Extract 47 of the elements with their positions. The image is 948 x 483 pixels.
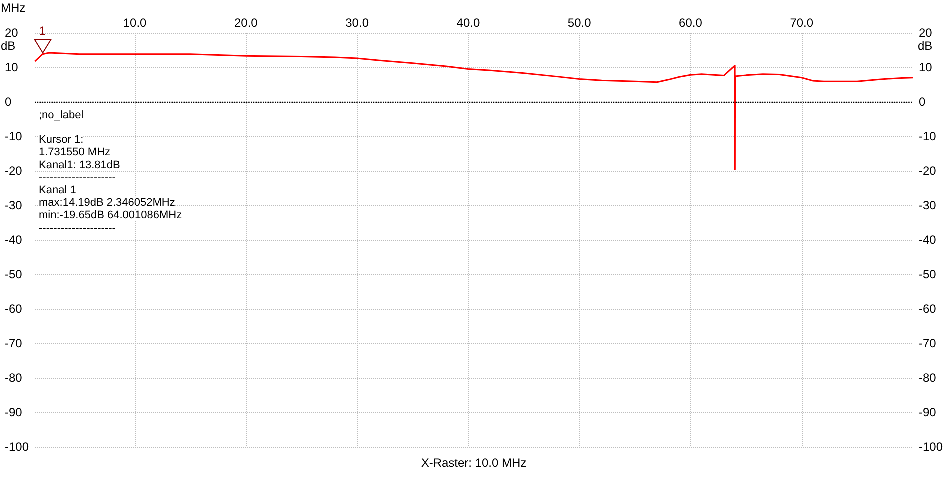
y2-tick-label: -20: [919, 164, 937, 178]
y2-tick-label: -30: [919, 198, 937, 212]
y-tick-label: -100: [5, 440, 30, 454]
x-tick-label: 40.0: [456, 16, 480, 30]
annotation: Kursor 1:: [39, 134, 84, 146]
y-tick-label: -50: [5, 268, 23, 282]
y-tick-label: -90: [5, 406, 23, 420]
y-tick-label: -30: [5, 198, 23, 212]
y2-axis-title: dB: [918, 39, 933, 53]
y2-tick-label: -60: [919, 302, 937, 316]
y2-tick-label: -50: [919, 268, 937, 282]
y-tick-label: -20: [5, 164, 23, 178]
x-tick-label: 50.0: [568, 16, 592, 30]
y-tick-label: 0: [5, 95, 12, 109]
annotation: min:-19.65dB 64.001086MHz: [39, 210, 182, 222]
y2-tick-label: -90: [919, 406, 937, 420]
annotation: max:14.19dB 2.346052MHz: [39, 197, 176, 210]
y2-tick-label: -80: [919, 371, 937, 385]
x-axis-title: MHz: [1, 1, 26, 15]
annotation: 1: [39, 24, 46, 38]
y-axis-title: dB: [1, 39, 16, 53]
y2-tick-label: -40: [919, 233, 937, 247]
annotation: ;no_label: [39, 110, 84, 122]
y2-tick-label: 10: [919, 60, 933, 74]
x-tick-label: 60.0: [679, 16, 703, 30]
x-tick-label: 30.0: [346, 16, 370, 30]
y2-tick-label: 0: [919, 95, 926, 109]
y-tick-label: -60: [5, 302, 23, 316]
annotation: Kanal 1: [39, 184, 76, 196]
y2-tick-label: -10: [919, 130, 937, 144]
annotation: ---------------------: [39, 222, 116, 234]
y2-tick-label: -70: [919, 336, 937, 350]
y-tick-label: -40: [5, 233, 23, 247]
annotation: 1.731550 MHz: [39, 146, 111, 159]
text: X-Raster: 10.0 MHz: [421, 456, 527, 470]
annotation: Kanal1: 13.81dB: [39, 159, 120, 172]
y-tick-label: -10: [5, 130, 23, 144]
x-tick-label: 20.0: [234, 16, 258, 30]
y-tick-label: 20: [5, 26, 19, 40]
y-tick-label: -80: [5, 371, 23, 385]
annotation: ---------------------: [39, 172, 116, 184]
y2-tick-label: 20: [919, 26, 933, 40]
x-tick-label: 10.0: [123, 16, 148, 30]
x-tick-label: 70.0: [790, 16, 814, 30]
y-tick-label: -70: [5, 336, 23, 350]
y2-tick-label: -100: [919, 440, 944, 454]
y-tick-label: 10: [5, 60, 19, 74]
